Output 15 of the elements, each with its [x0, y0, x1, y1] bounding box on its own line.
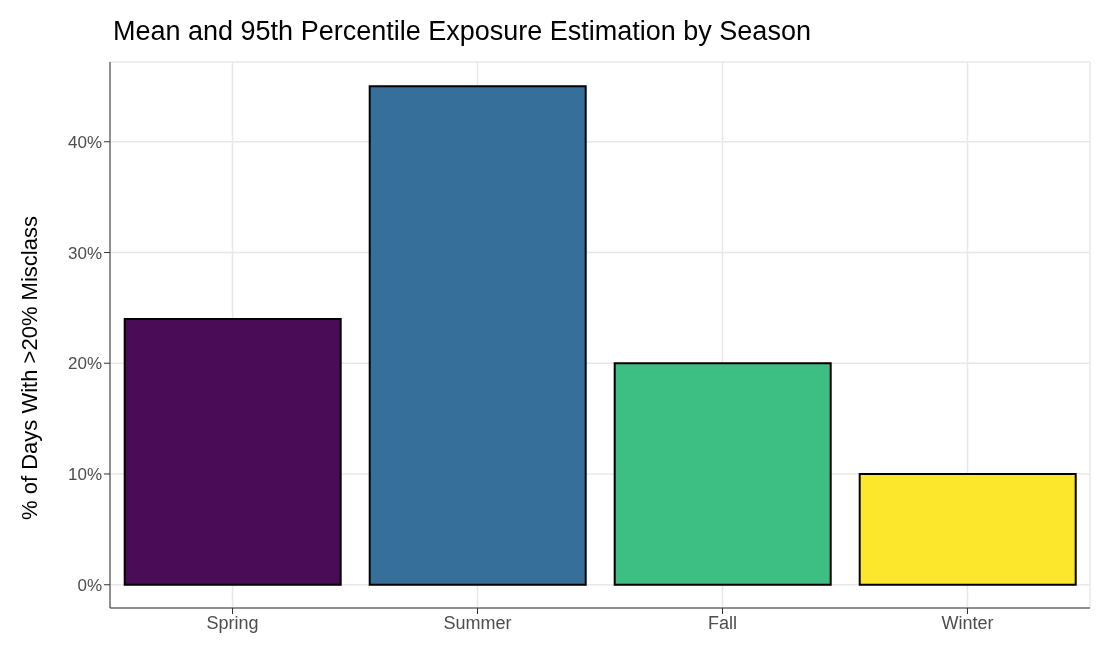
x-tick-label: Winter: [941, 612, 994, 633]
y-tick-label: 30%: [67, 243, 102, 263]
x-tick-label: Fall: [707, 612, 738, 633]
bar: [613, 362, 832, 586]
bar: [858, 472, 1077, 586]
bar: [123, 317, 342, 586]
x-tick-label: Spring: [206, 612, 259, 633]
chart-title: Mean and 95th Percentile Exposure Estimation by Season: [113, 16, 811, 47]
y-tick-label: 20%: [67, 354, 102, 374]
y-tick-label: 10%: [67, 465, 102, 485]
x-tick-label: Summer: [443, 612, 512, 633]
y-axis-title: % of Days With >20% Misclass: [17, 216, 43, 520]
y-tick-label: 40%: [67, 132, 102, 152]
y-tick-label: 0%: [77, 575, 102, 595]
bar: [368, 85, 587, 586]
